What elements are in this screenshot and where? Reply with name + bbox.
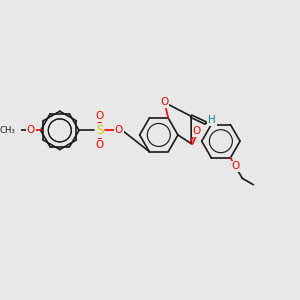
Text: O: O bbox=[96, 140, 104, 150]
Text: O: O bbox=[231, 161, 240, 172]
Text: O: O bbox=[26, 125, 35, 135]
Text: S: S bbox=[96, 124, 103, 137]
Text: H: H bbox=[208, 115, 216, 125]
Text: O: O bbox=[115, 125, 123, 135]
Text: O: O bbox=[160, 98, 169, 107]
Text: CH₃: CH₃ bbox=[0, 126, 16, 135]
Text: O: O bbox=[96, 111, 104, 121]
Text: O: O bbox=[193, 126, 201, 136]
